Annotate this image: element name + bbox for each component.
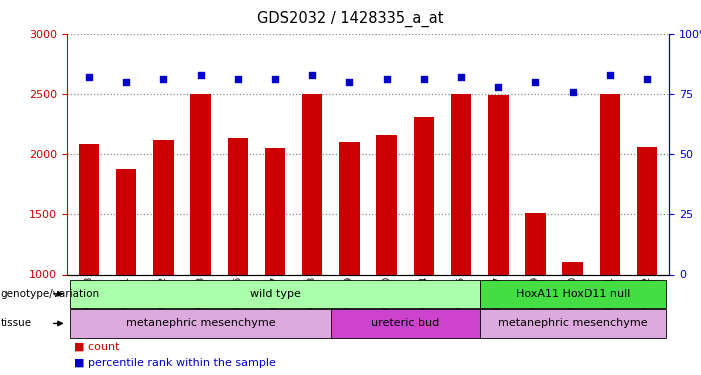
Bar: [116, 169, 137, 274]
Point: [121, 79, 132, 85]
Text: ■ percentile rank within the sample: ■ percentile rank within the sample: [74, 358, 275, 368]
Bar: [376, 135, 397, 274]
Point: [306, 72, 318, 78]
Text: HoxA11 HoxD11 null: HoxA11 HoxD11 null: [515, 289, 630, 299]
Point: [158, 76, 169, 82]
Point: [195, 72, 206, 78]
Text: ■ count: ■ count: [74, 341, 119, 351]
Point: [604, 72, 615, 78]
Point: [418, 76, 430, 82]
Bar: [153, 140, 174, 274]
Bar: [479, 280, 666, 308]
Bar: [70, 309, 331, 338]
Text: wild type: wild type: [250, 289, 301, 299]
Text: genotype/variation: genotype/variation: [1, 289, 100, 299]
Bar: [599, 94, 620, 274]
Bar: [70, 280, 479, 308]
Point: [456, 74, 467, 80]
Text: metanephric mesenchyme: metanephric mesenchyme: [498, 318, 648, 328]
Point: [232, 76, 243, 82]
Text: GDS2032 / 1428335_a_at: GDS2032 / 1428335_a_at: [257, 11, 444, 27]
Point: [493, 84, 504, 90]
Bar: [302, 94, 322, 274]
Bar: [451, 94, 471, 274]
Bar: [525, 213, 545, 274]
Bar: [191, 94, 211, 274]
Bar: [79, 144, 99, 274]
Point: [269, 76, 280, 82]
Point: [83, 74, 95, 80]
Bar: [562, 262, 583, 274]
Point: [530, 79, 541, 85]
Bar: [265, 148, 285, 274]
Bar: [339, 142, 360, 274]
Point: [381, 76, 393, 82]
Text: metanephric mesenchyme: metanephric mesenchyme: [125, 318, 275, 328]
Bar: [331, 309, 479, 338]
Point: [567, 88, 578, 94]
Bar: [479, 309, 666, 338]
Point: [343, 79, 355, 85]
Bar: [228, 138, 248, 274]
Bar: [488, 95, 508, 274]
Bar: [414, 117, 434, 274]
Text: ureteric bud: ureteric bud: [371, 318, 440, 328]
Point: [641, 76, 653, 82]
Bar: [637, 147, 658, 274]
Text: tissue: tissue: [1, 318, 32, 328]
